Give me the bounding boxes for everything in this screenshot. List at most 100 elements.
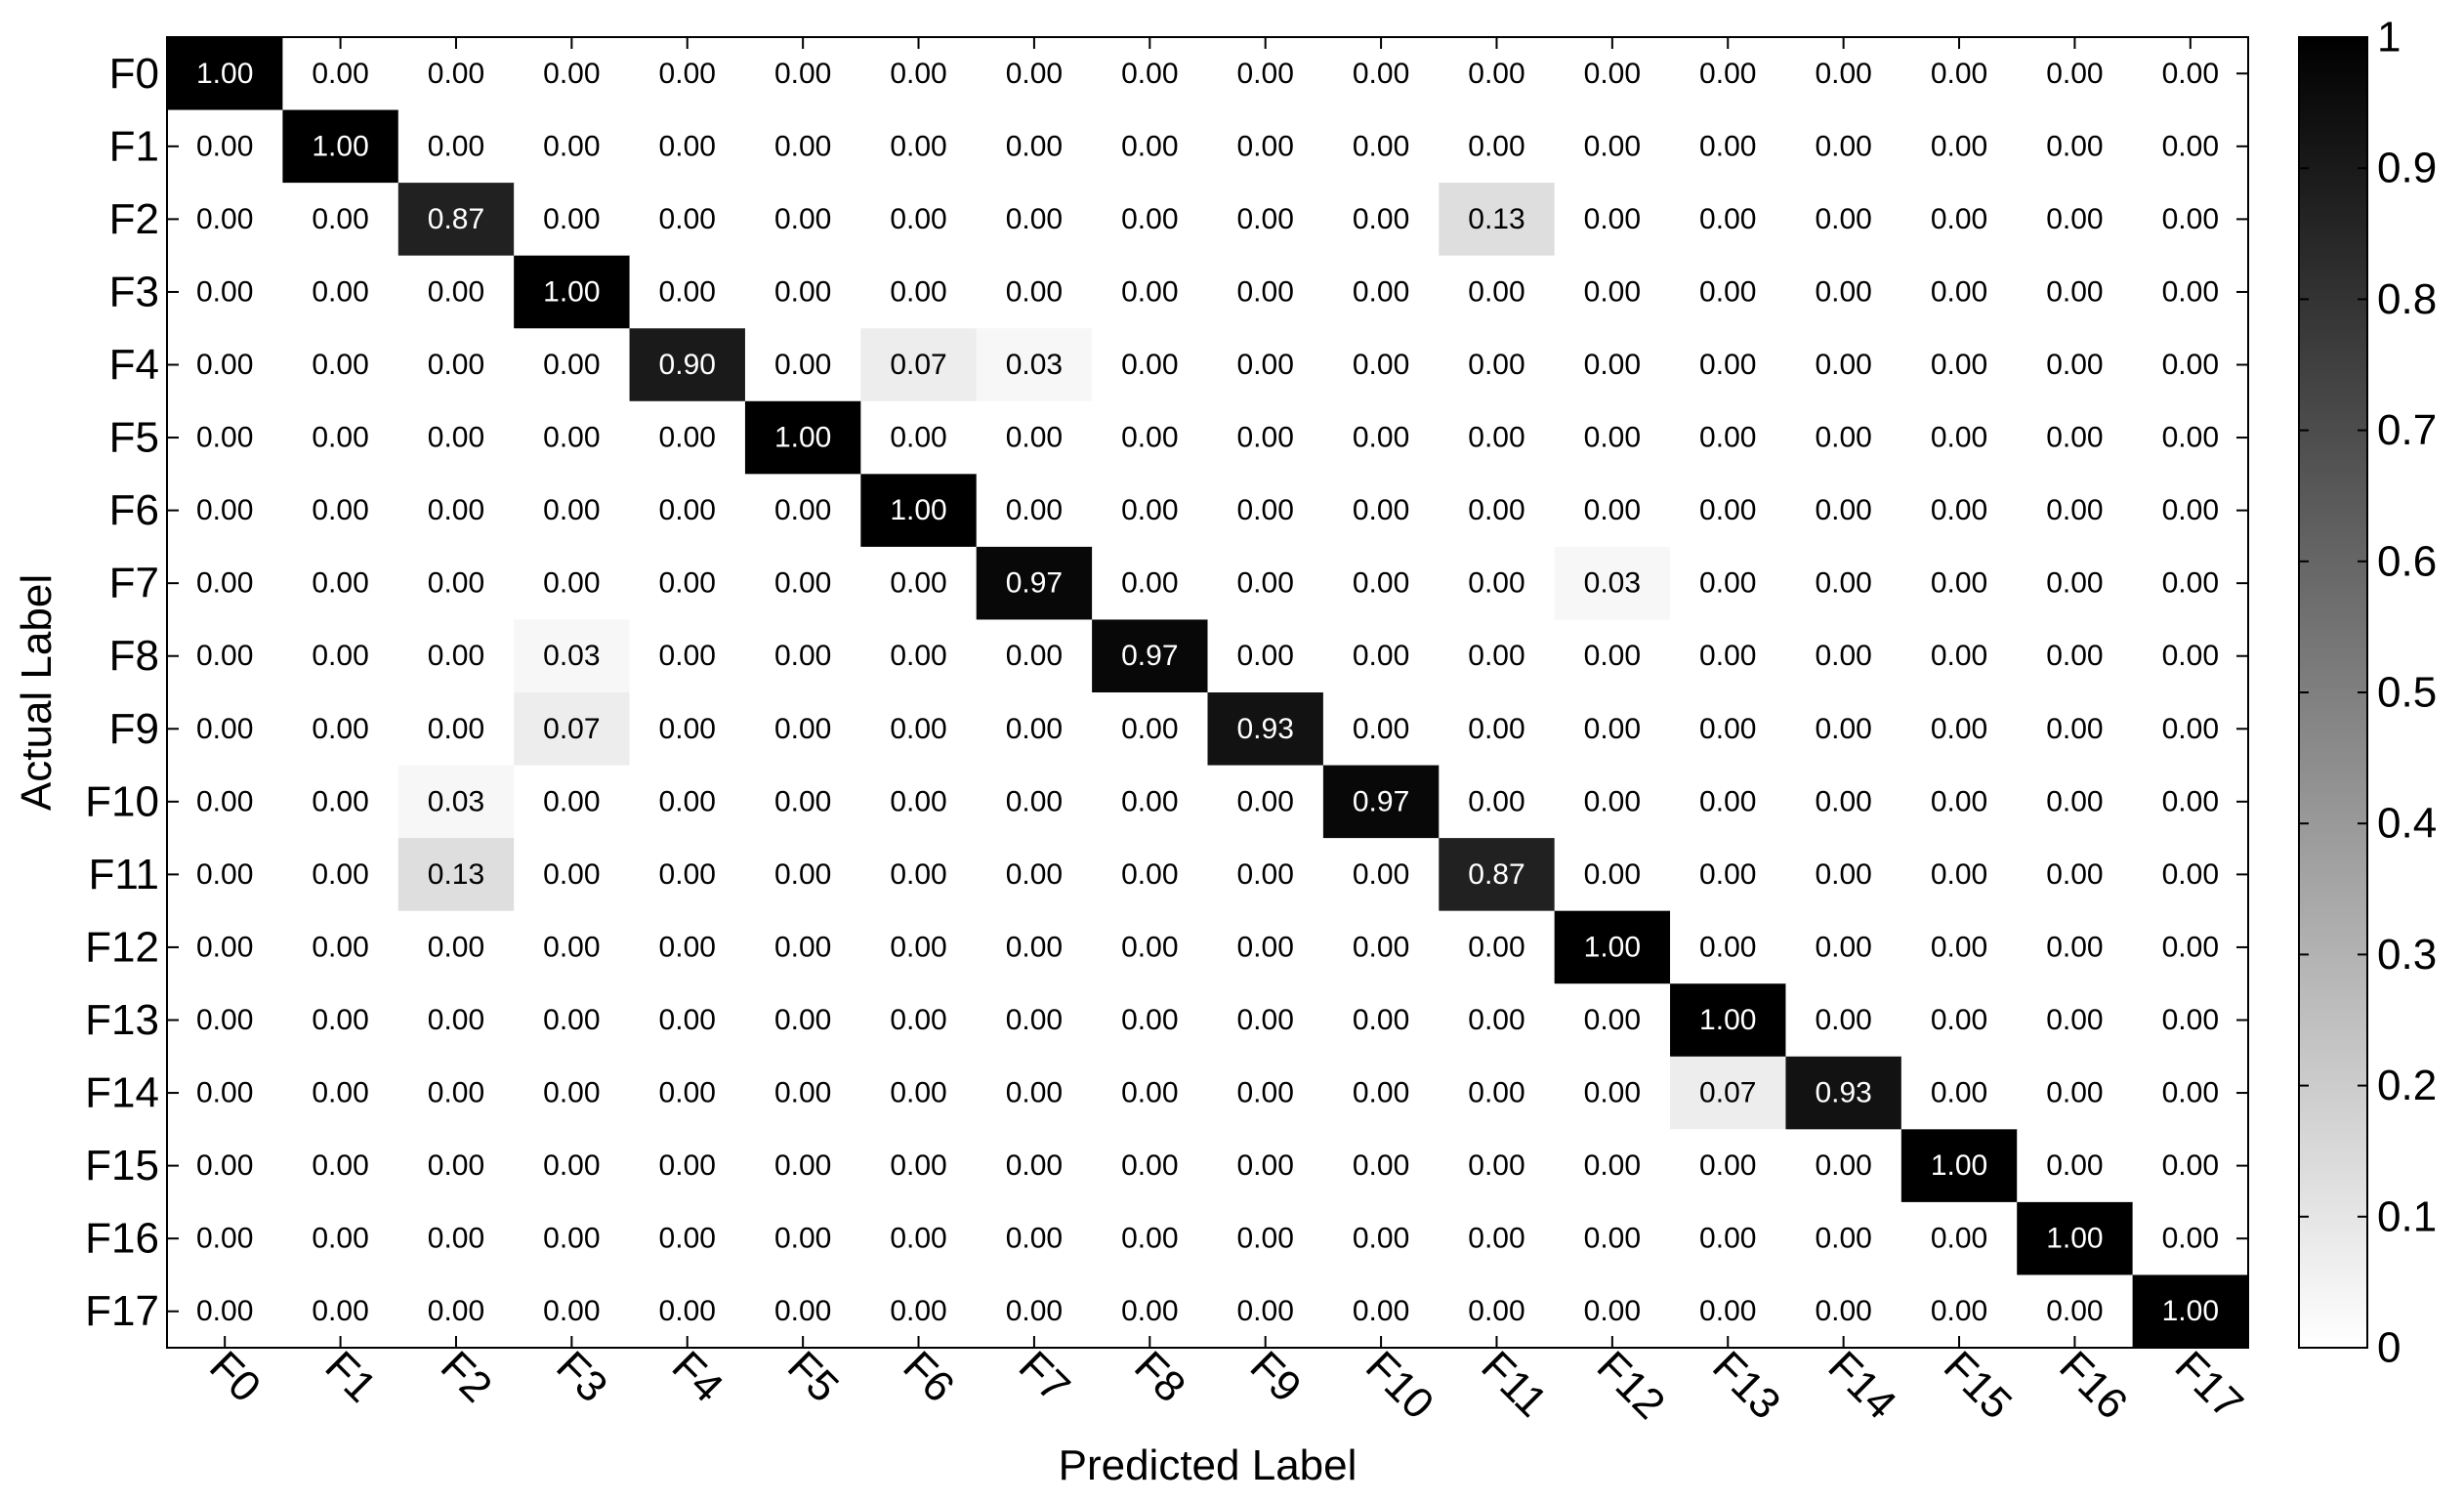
heatmap-cells: 1.00 0.00 0.00 0.00 0.00 0.00 0.00 0.00 0.00 0.00… bbox=[167, 37, 2249, 1349]
heatmap-cell bbox=[1554, 619, 1671, 693]
heatmap-cell bbox=[1900, 692, 2018, 767]
cell-value-label: 0.00 bbox=[659, 275, 716, 308]
cell-value-label: 0.03 bbox=[428, 785, 484, 817]
heatmap-cell bbox=[976, 546, 1093, 620]
cell-value-label: 0.00 bbox=[1468, 1295, 1524, 1327]
heatmap-cell bbox=[282, 255, 399, 329]
heatmap-cell bbox=[860, 474, 978, 548]
heatmap-cell bbox=[2132, 1129, 2249, 1203]
cell-value-label: 0.00 bbox=[1121, 494, 1178, 526]
cell-value-label: 0.00 bbox=[428, 713, 484, 745]
x-tick-label: F15 bbox=[1935, 1342, 2021, 1428]
x-tick-label: F7 bbox=[1010, 1342, 1079, 1411]
heatmap-cell bbox=[976, 328, 1093, 402]
heatmap-cell bbox=[1554, 1274, 1671, 1349]
cell-value-label: 0.00 bbox=[2046, 931, 2103, 963]
cell-value-label: 0.00 bbox=[1006, 1004, 1063, 1036]
cell-value-label: 0.00 bbox=[890, 640, 946, 672]
heatmap-cell bbox=[167, 1274, 283, 1349]
x-tick-label: F16 bbox=[2050, 1342, 2136, 1428]
heatmap-cell bbox=[1322, 546, 1440, 620]
x-tick-label: F0 bbox=[200, 1342, 270, 1411]
heatmap-cell bbox=[860, 619, 978, 693]
y-tick-label: F11 bbox=[88, 851, 159, 898]
x-tick-label: F3 bbox=[547, 1342, 616, 1411]
cell-value-label: 0.00 bbox=[428, 567, 484, 600]
heatmap-cell bbox=[397, 1274, 515, 1349]
heatmap-cell bbox=[514, 400, 631, 475]
heatmap-cell bbox=[1322, 983, 1440, 1058]
heatmap-cell bbox=[1092, 838, 1208, 912]
cell-value-label: 0.00 bbox=[1353, 494, 1409, 526]
heatmap-cell bbox=[860, 910, 978, 984]
heatmap-cell bbox=[514, 255, 631, 329]
heatmap-cell bbox=[397, 692, 515, 767]
cell-value-label: 0.00 bbox=[1931, 494, 1987, 526]
cell-value-label: 0.00 bbox=[890, 713, 946, 745]
heatmap-cell bbox=[1322, 619, 1440, 693]
heatmap-cell bbox=[976, 183, 1093, 257]
heatmap-cell bbox=[2017, 619, 2134, 693]
cell-value-label: 0.00 bbox=[1006, 58, 1063, 90]
heatmap-cell bbox=[860, 183, 978, 257]
cell-value-label: 0.00 bbox=[1006, 1295, 1063, 1327]
cell-value-label: 0.00 bbox=[890, 1295, 946, 1327]
cell-value-label: 0.00 bbox=[196, 494, 253, 526]
heatmap-cell bbox=[1670, 692, 1786, 767]
cell-value-label: 0.00 bbox=[1699, 275, 1756, 308]
heatmap-cell bbox=[1785, 546, 1902, 620]
cell-value-label: 0.00 bbox=[1468, 640, 1524, 672]
colorbar-tick-label: 1 bbox=[2377, 14, 2401, 62]
cell-value-label: 0.00 bbox=[1121, 785, 1178, 817]
cell-value-label: 0.00 bbox=[1931, 130, 1987, 162]
cell-value-label: 0.00 bbox=[2162, 931, 2219, 963]
cell-value-label: 0.00 bbox=[1236, 422, 1293, 454]
cell-value-label: 0.00 bbox=[1815, 349, 1871, 381]
heatmap-cell bbox=[1322, 37, 1440, 111]
cell-value-label: 0.00 bbox=[312, 785, 368, 817]
cell-value-label: 0.00 bbox=[2046, 1077, 2103, 1109]
cell-value-label: 0.00 bbox=[1353, 858, 1409, 891]
heatmap-cell bbox=[744, 838, 861, 912]
heatmap-cell bbox=[1900, 328, 2018, 402]
heatmap-cell bbox=[2017, 692, 2134, 767]
heatmap-cell bbox=[1322, 474, 1440, 548]
cell-value-label: 0.00 bbox=[659, 640, 716, 672]
heatmap-cell bbox=[1785, 619, 1902, 693]
heatmap-cell bbox=[397, 400, 515, 475]
cell-value-label: 0.00 bbox=[1236, 1077, 1293, 1109]
cell-value-label: 0.00 bbox=[1931, 1077, 1987, 1109]
cell-value-label: 0.00 bbox=[1468, 1077, 1524, 1109]
heatmap-cell bbox=[514, 1056, 631, 1130]
heatmap-cell bbox=[1900, 109, 2018, 184]
cell-value-label: 0.00 bbox=[1468, 130, 1524, 162]
cell-value-label: 0.00 bbox=[1121, 713, 1178, 745]
y-tick-label: F14 bbox=[85, 1069, 159, 1117]
heatmap-cell bbox=[1207, 619, 1324, 693]
cell-value-label: 0.00 bbox=[428, 931, 484, 963]
cell-value-label: 0.00 bbox=[659, 785, 716, 817]
heatmap-cell bbox=[1439, 1201, 1556, 1275]
colorbar bbox=[2298, 36, 2368, 1349]
cell-value-label: 0.00 bbox=[659, 567, 716, 600]
heatmap-cell bbox=[1554, 474, 1671, 548]
heatmap-cell bbox=[282, 838, 399, 912]
heatmap-cell bbox=[282, 619, 399, 693]
cell-value-label: 0.00 bbox=[1815, 713, 1871, 745]
heatmap-cell bbox=[514, 183, 631, 257]
cell-value-label: 0.90 bbox=[659, 349, 716, 381]
cell-value-label: 0.00 bbox=[196, 130, 253, 162]
heatmap-cell bbox=[629, 474, 746, 548]
heatmap-cell bbox=[2132, 1201, 2249, 1275]
cell-value-label: 0.00 bbox=[1699, 713, 1756, 745]
heatmap-cell bbox=[514, 1274, 631, 1349]
cell-value-label: 0.00 bbox=[1468, 1149, 1524, 1182]
cell-value-label: 0.00 bbox=[1121, 422, 1178, 454]
heatmap-cell bbox=[2017, 109, 2134, 184]
heatmap-cell bbox=[2132, 400, 2249, 475]
heatmap-cell bbox=[1207, 838, 1324, 912]
heatmap-cell bbox=[167, 910, 283, 984]
cell-value-label: 0.00 bbox=[2162, 858, 2219, 891]
heatmap-cell bbox=[629, 983, 746, 1058]
cell-value-label: 0.00 bbox=[1815, 58, 1871, 90]
